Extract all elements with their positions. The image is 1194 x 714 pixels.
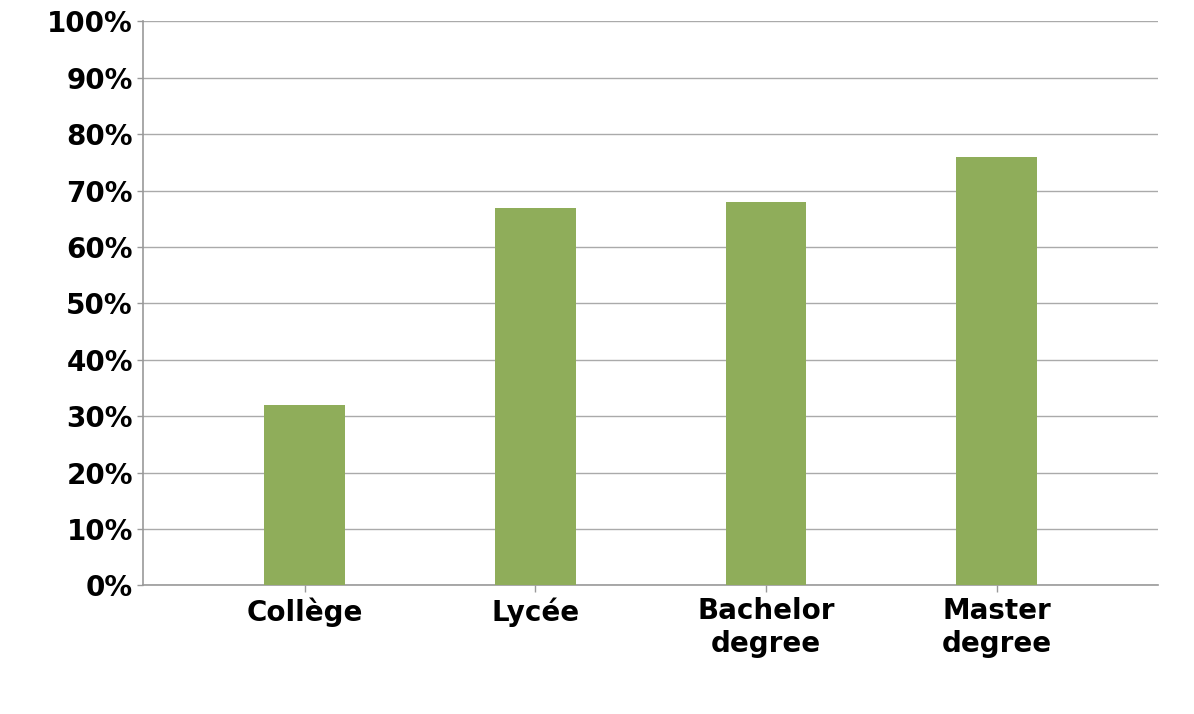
Bar <box>496 208 576 585</box>
Bar <box>726 202 806 585</box>
Bar <box>956 157 1038 585</box>
Bar <box>264 405 345 585</box>
